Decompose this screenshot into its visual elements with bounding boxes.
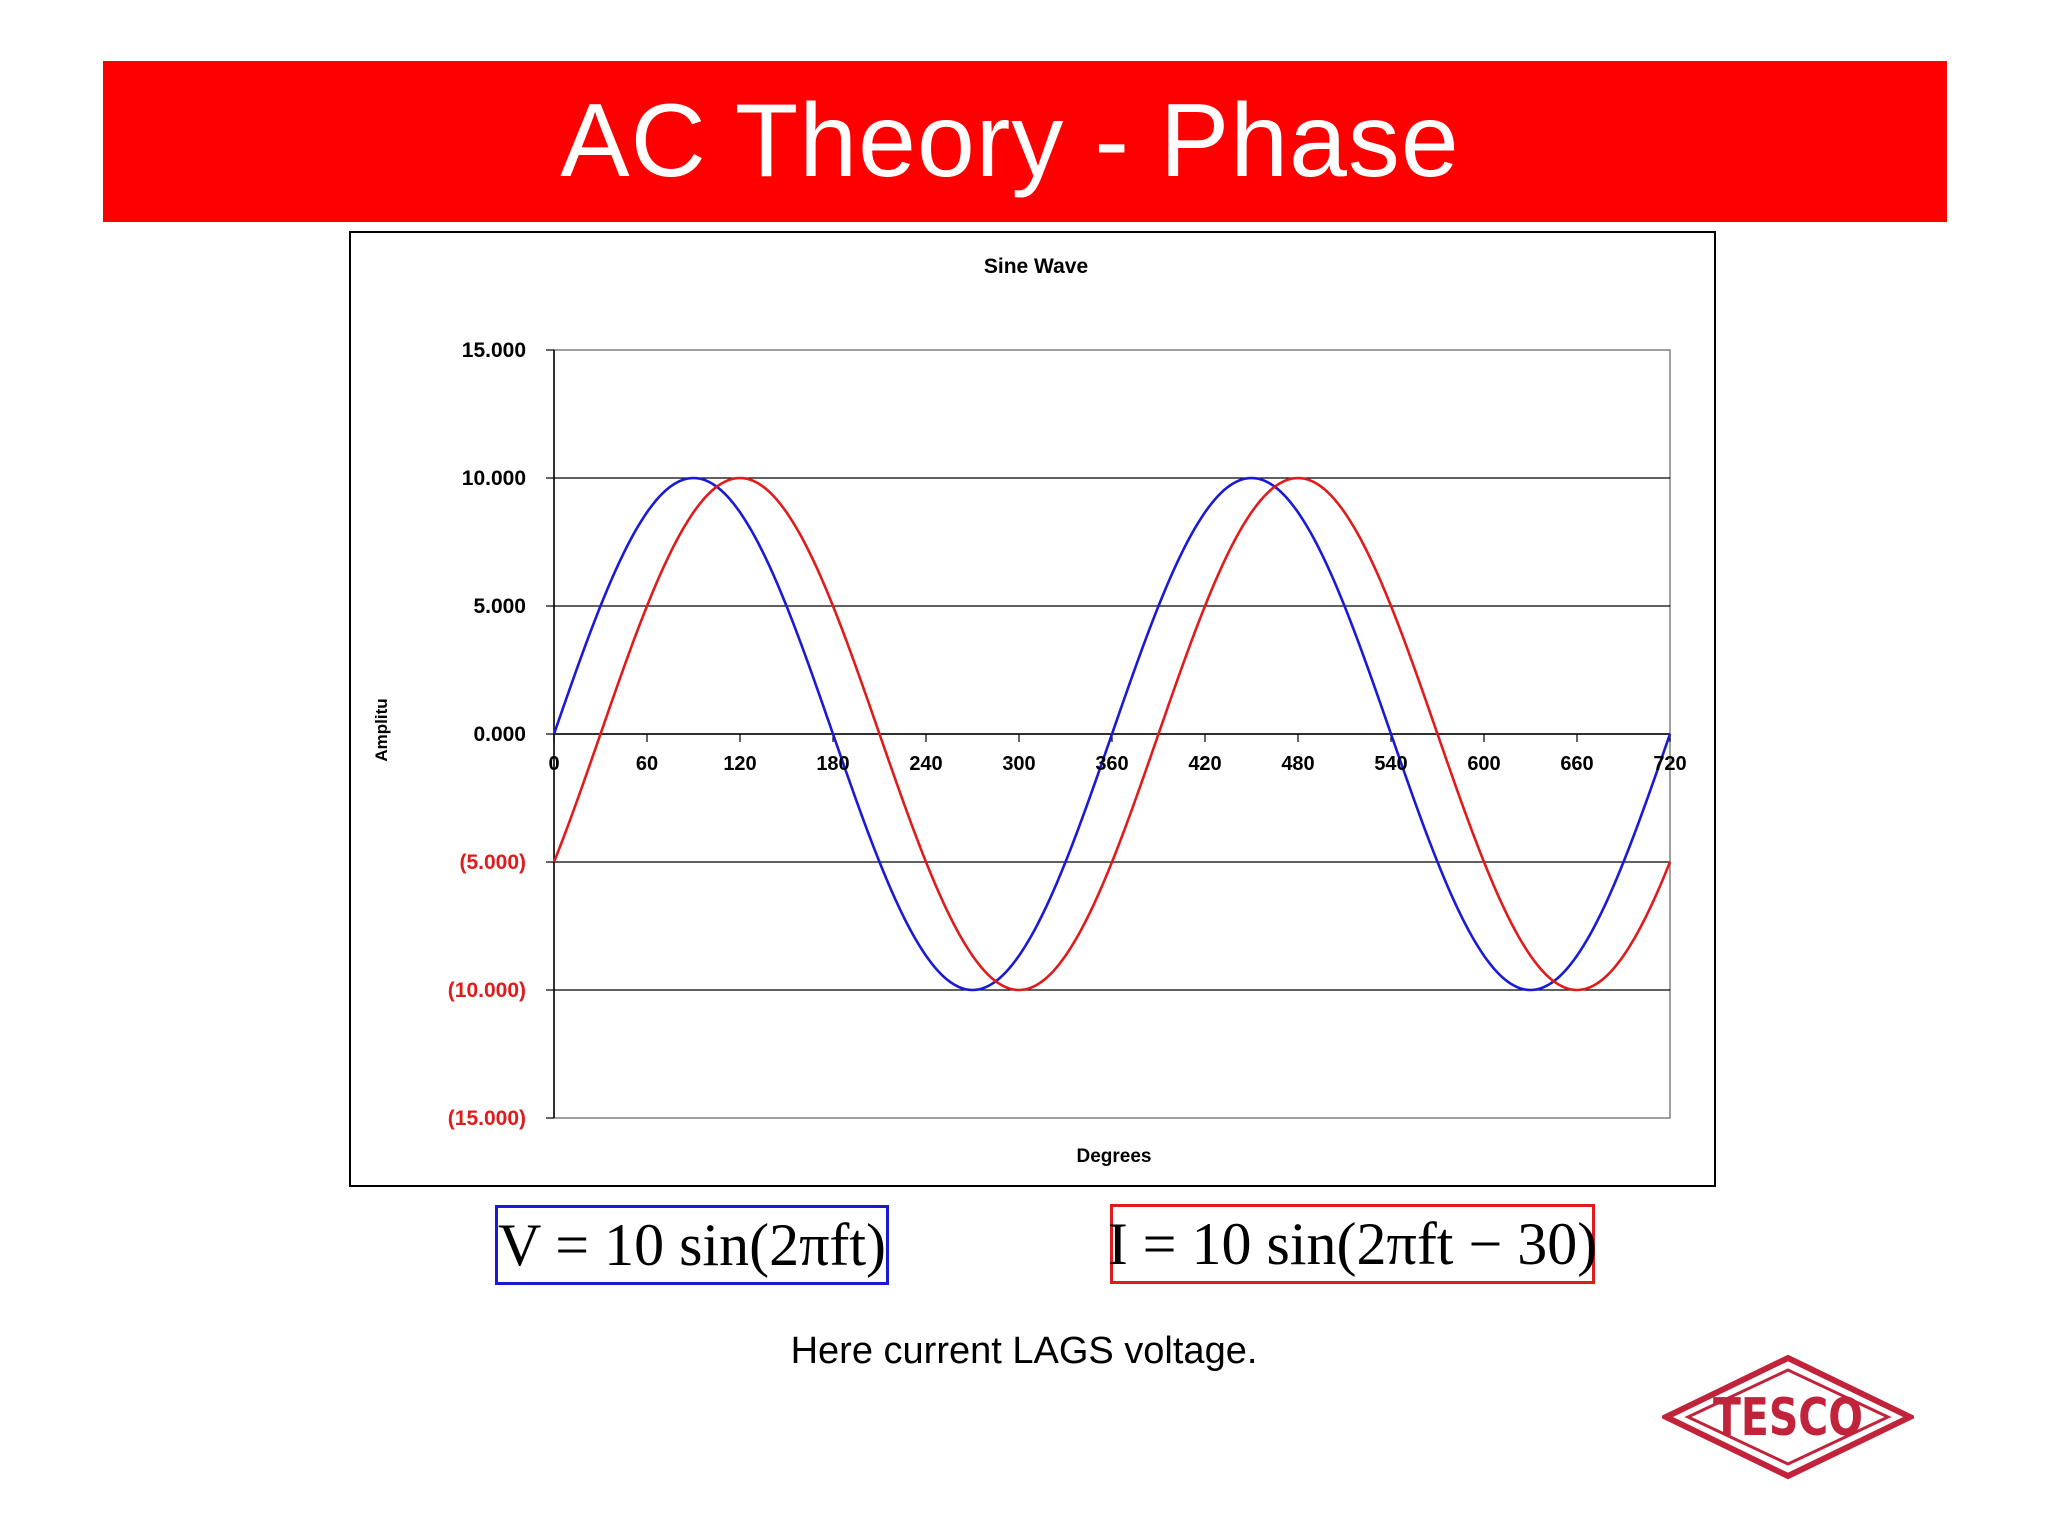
slide-title: AC Theory - Phase — [560, 83, 1460, 199]
axis-layer — [546, 349, 1671, 1119]
y-tick-label: 15.000 — [462, 339, 526, 362]
voltage-formula-box: V = 10 sin(2πft) — [495, 1205, 889, 1285]
y-tick-label: 10.000 — [462, 467, 526, 490]
chart-frame: Sine Wave Degrees Amplitu 15.000 10.000 5.… — [349, 231, 1716, 1187]
x-axis-label: Degrees — [1077, 1146, 1152, 1167]
x-tick-label: 720 — [1653, 753, 1686, 775]
slide-caption: Here current LAGS voltage. — [790, 1330, 1258, 1372]
x-tick-label: 120 — [723, 753, 756, 775]
sine-wave-chart: Sine Wave Degrees Amplitu 15.000 10.000 5.… — [372, 255, 1687, 1167]
current-formula: I = 10 sin(2πft − 30) — [1107, 1210, 1598, 1277]
x-tick-label: 360 — [1095, 753, 1128, 775]
svg-text:TESCO: TESCO — [1713, 1388, 1863, 1448]
title-bar: AC Theory - Phase — [103, 61, 1947, 222]
y-axis-label: Amplitu — [372, 698, 391, 761]
y-tick-label: 5.000 — [473, 595, 526, 618]
series-line-2 — [552, 476, 1672, 992]
y-tick-label: 0.000 — [473, 723, 526, 746]
y-tick-label: (10.000) — [448, 979, 526, 1002]
current-formula-box: I = 10 sin(2πft − 30) — [1107, 1204, 1598, 1284]
series-layer — [552, 476, 1672, 992]
x-tick-label: 420 — [1188, 753, 1221, 775]
x-tick-label: 600 — [1467, 753, 1500, 775]
chart-title: Sine Wave — [984, 255, 1088, 278]
x-tick-label: 60 — [636, 753, 658, 775]
series-line-1 — [552, 476, 1672, 992]
x-tick-label: 480 — [1281, 753, 1314, 775]
x-tick-label: 180 — [816, 753, 849, 775]
x-tick-label: 300 — [1002, 753, 1035, 775]
x-tick-label: 540 — [1374, 753, 1407, 775]
x-tick-label: 240 — [909, 753, 942, 775]
voltage-formula: V = 10 sin(2πft) — [498, 1211, 887, 1278]
y-tick-label: (15.000) — [448, 1107, 526, 1130]
y-tick-label: (5.000) — [459, 851, 526, 874]
tick-labels: 15.000 10.000 5.000 0.000 (5.000) (10.000) (15… — [448, 339, 1687, 1130]
x-tick-label: 0 — [548, 753, 559, 775]
x-tick-label: 660 — [1560, 753, 1593, 775]
tesco-logo: TESCO — [1662, 1355, 1914, 1480]
